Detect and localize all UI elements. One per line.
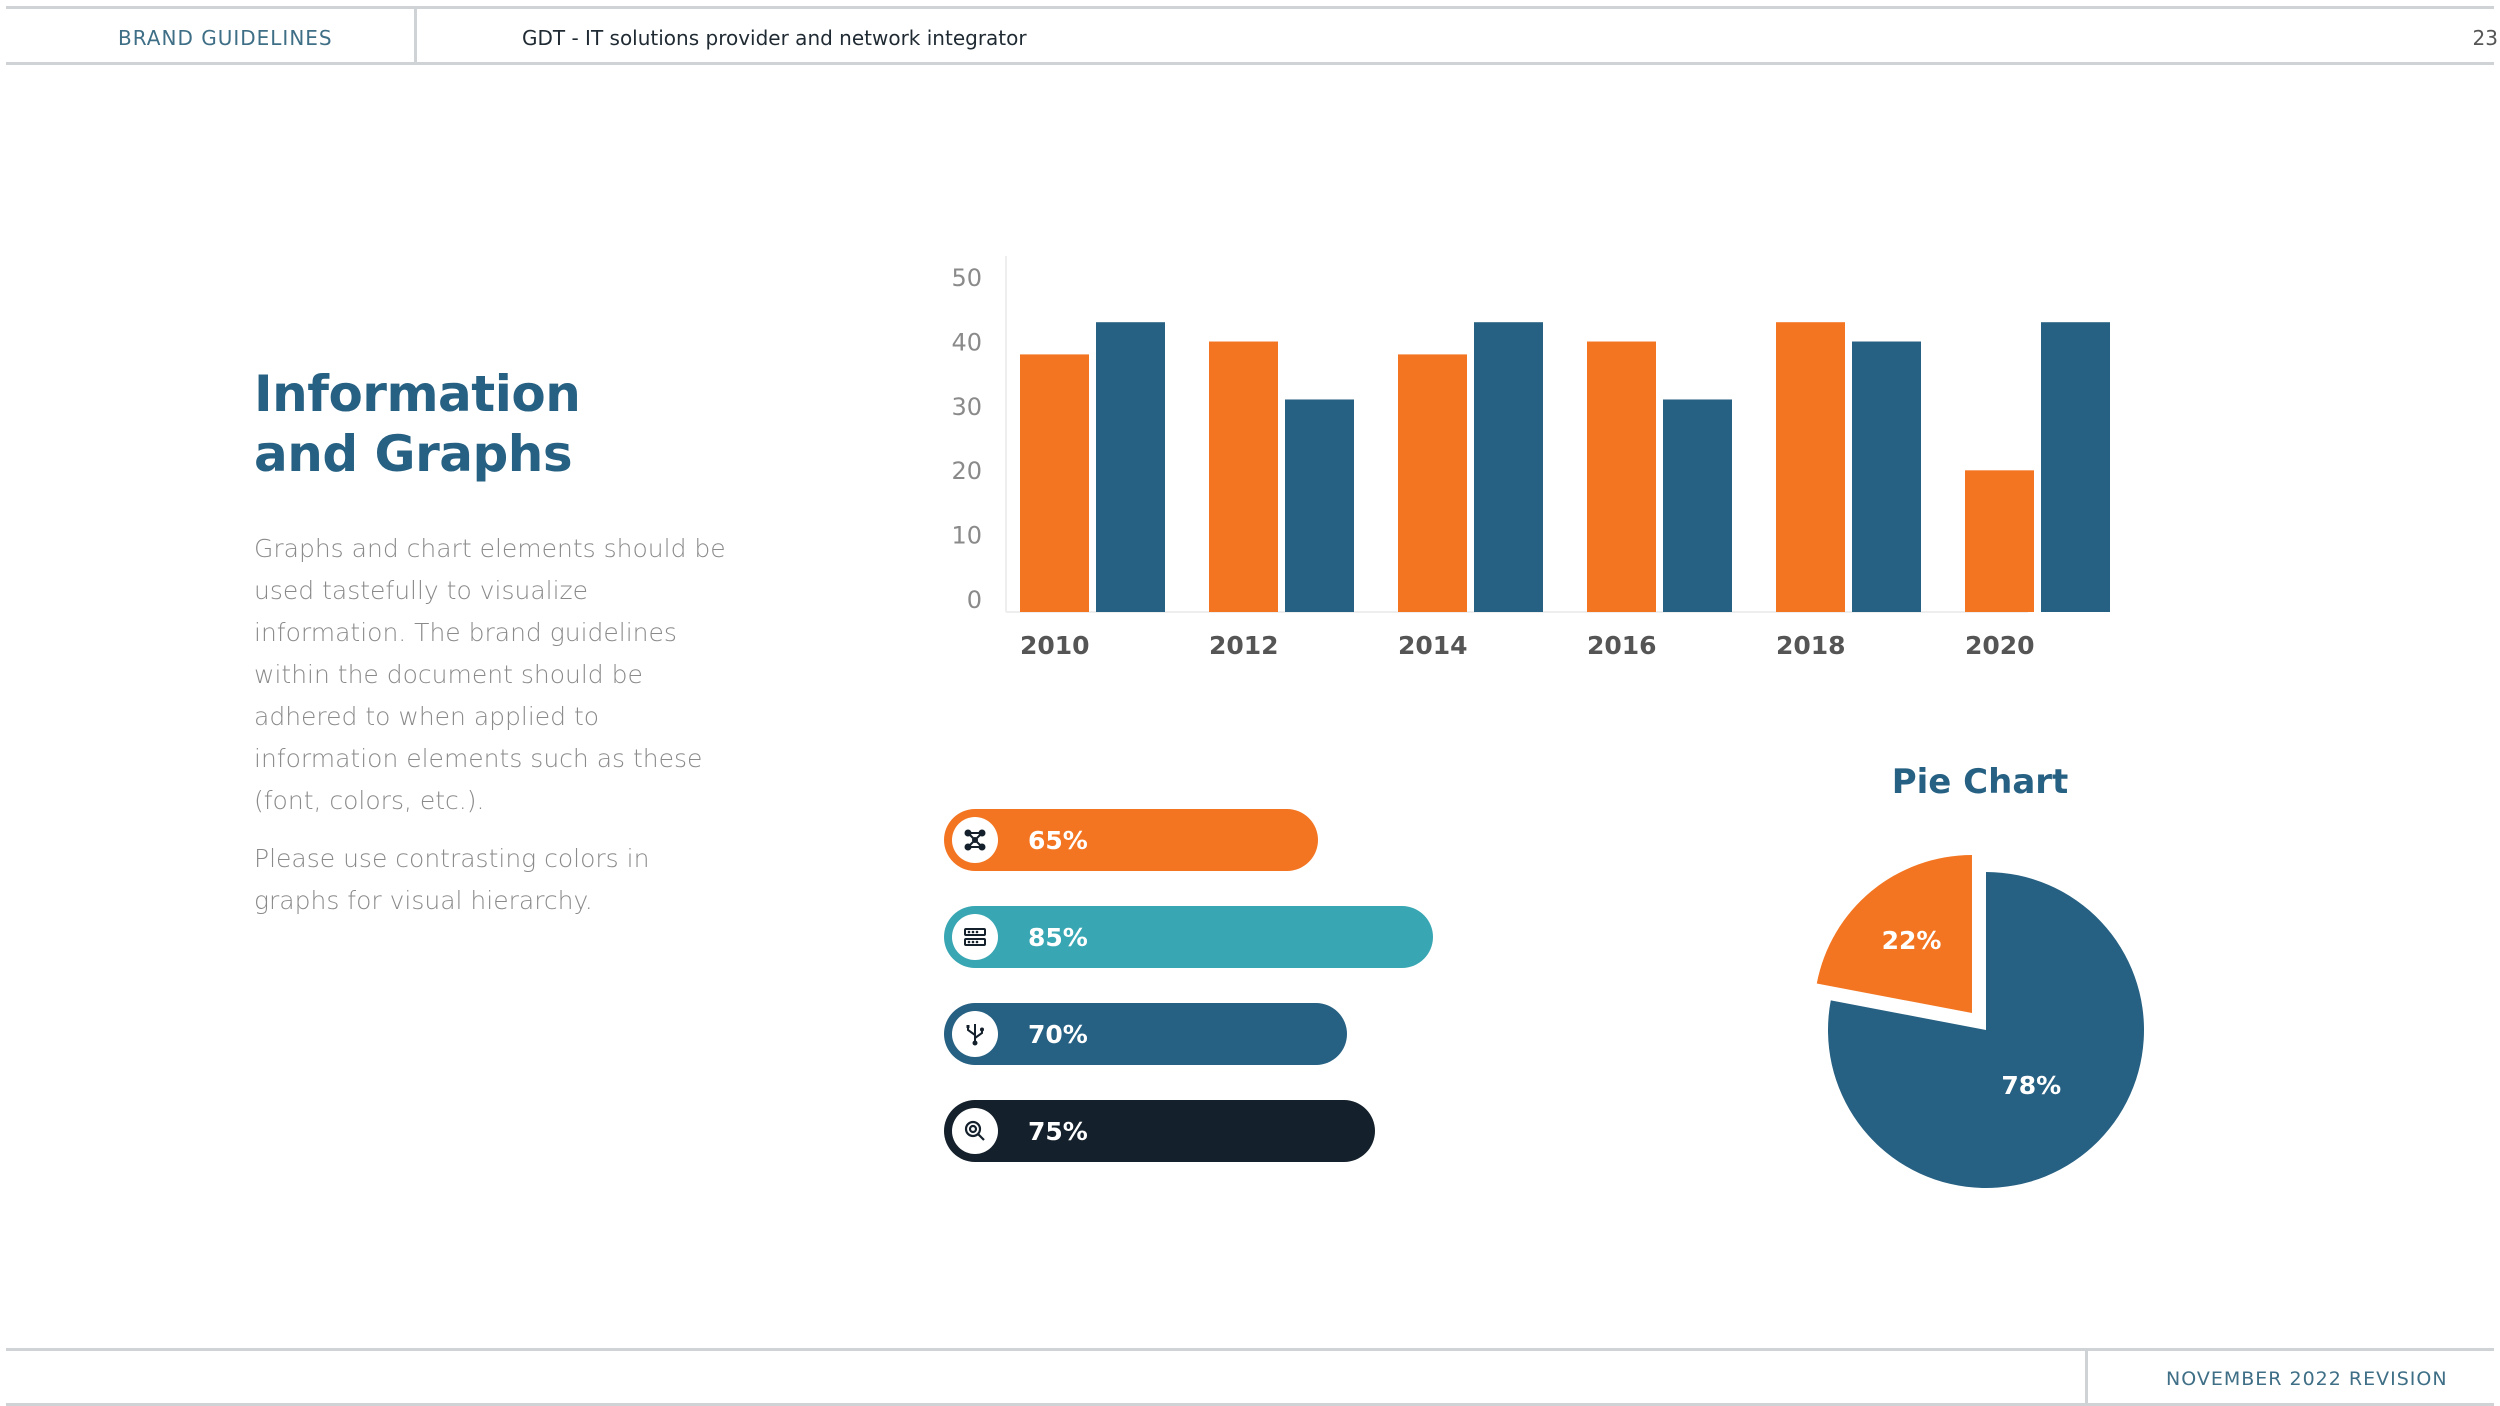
x-tick-label: 2018 [1776,631,1846,660]
y-tick-label: 10 [951,522,982,550]
bar [1965,470,2034,612]
server-rack-icon [952,914,998,960]
progress-bar: 85% [944,906,1433,968]
bar [1474,322,1543,612]
title-line-1: Information [254,365,581,423]
footer-top-rule [6,1348,2494,1351]
bar [2041,322,2110,612]
pie-chart-title: Pie Chart [1891,762,2069,802]
header-bottom-rule [6,62,2494,65]
bar [1852,341,1921,612]
bar-chart: 0 10 20 30 40 50 2010 2012 2014 2016 2018 2020 [951,256,2110,660]
search-magnifier-icon [952,1108,998,1154]
progress-bar: 75% [944,1100,1375,1162]
body-paragraph-2: Please use contrasting colors in graphs … [254,844,650,915]
pie-slice [1816,855,1972,1014]
bar [1398,354,1467,612]
footer-divider [2085,1348,2088,1406]
pie-slice [1828,872,2144,1188]
y-tick-label: 50 [951,264,982,292]
progress-bar: 70% [944,1003,1347,1065]
progress-bar-label: 85% [1028,922,1088,952]
y-tick-label: 30 [951,393,982,421]
pie-chart: 22% 78% [1816,855,2144,1188]
x-tick-label: 2020 [1965,631,2035,660]
x-tick-label: 2012 [1209,631,1279,660]
header-top-rule [6,6,2494,9]
bar [1209,341,1278,612]
progress-bar: 65% [944,809,1318,871]
x-tick-label: 2010 [1020,631,1090,660]
body-text: Graphs and chart elements should be used… [254,528,734,938]
bar [1587,341,1656,612]
header-divider [414,6,417,65]
header-section-label: BRAND GUIDELINES [118,26,333,50]
header-subtitle: GDT - IT solutions provider and network … [522,26,1027,50]
bar [1020,354,1089,612]
pie-slice-label: 78% [2001,1071,2061,1100]
bar [1663,399,1732,612]
footer-revision: NOVEMBER 2022 REVISION [2166,1368,2448,1390]
progress-bar-label: 65% [1028,825,1088,855]
body-paragraph-1: Graphs and chart elements should be used… [254,534,726,815]
y-tick-label: 0 [967,586,982,614]
bar [1776,322,1845,612]
usb-branch-icon [952,1011,998,1057]
x-tick-label: 2014 [1398,631,1468,660]
page-number: 23 [2472,26,2498,50]
title-line-2: and Graphs [254,425,573,483]
x-tick-label: 2016 [1587,631,1657,660]
y-tick-label: 40 [951,328,982,356]
network-nodes-icon [952,817,998,863]
y-tick-label: 20 [951,457,982,485]
bar [1096,322,1165,612]
page-title: Information and Graphs [254,364,581,484]
progress-bar-label: 75% [1028,1116,1088,1146]
pie-slice-label: 22% [1882,926,1942,955]
footer-bottom-rule [6,1403,2494,1406]
progress-bar-label: 70% [1028,1019,1088,1049]
bar [1285,399,1354,612]
